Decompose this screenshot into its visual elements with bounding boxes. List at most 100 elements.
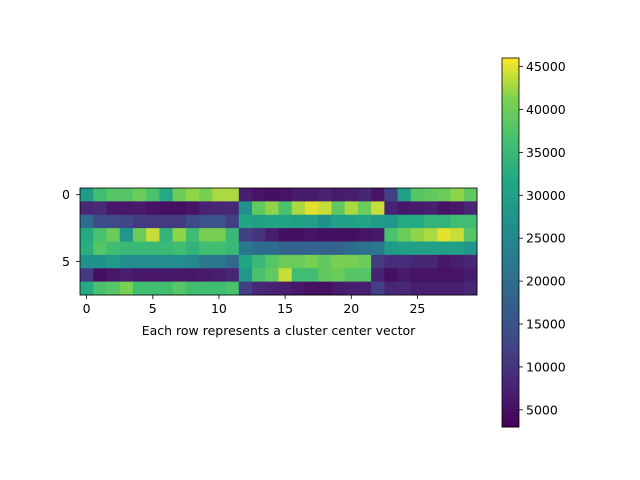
colorbar-tick-label: 15000 (526, 317, 566, 332)
heatmap-cell (384, 241, 398, 256)
heatmap-cell (450, 214, 465, 229)
colorbar-segment (502, 276, 519, 280)
heatmap-cell (463, 281, 478, 296)
colorbar-segment (502, 184, 519, 188)
heatmap-cell (304, 241, 319, 256)
colorbar-segment (502, 70, 519, 74)
heatmap-cell (397, 201, 412, 216)
heatmap-cell (437, 268, 451, 283)
heatmap-cell (159, 281, 174, 296)
heatmap-cell (424, 241, 438, 256)
heatmap-cell (357, 201, 372, 216)
colorbar-segment (502, 122, 519, 127)
colorbar-tick-label: 5000 (526, 402, 558, 417)
heatmap-cell (410, 228, 425, 242)
colorbar-segment (502, 156, 519, 160)
colorbar-segment (502, 417, 519, 422)
colorbar-segment (502, 230, 519, 234)
colorbar-segment (502, 116, 519, 120)
heatmap-cell (252, 254, 266, 269)
heatmap-cell (410, 188, 425, 202)
colorbar-segment (502, 82, 519, 87)
colorbar-segment (502, 227, 519, 231)
colorbar-segment (502, 383, 519, 388)
heatmap-cell (384, 188, 398, 202)
heatmap-cell (159, 254, 174, 269)
x-tick-label: 20 (343, 301, 359, 316)
heatmap-cell (185, 214, 200, 229)
heatmap-cell (291, 228, 306, 242)
heatmap-cell (185, 201, 200, 216)
colorbar-segment (502, 423, 519, 428)
heatmap-cell (119, 268, 134, 283)
heatmap-frame (79, 187, 478, 296)
heatmap-cell (132, 241, 147, 256)
heatmap-cell (371, 281, 385, 296)
heatmap-cell (291, 268, 306, 283)
heatmap-cell (93, 228, 107, 242)
heatmap-cell (437, 188, 451, 202)
heatmap-cell (357, 228, 372, 242)
colorbar-segment (502, 236, 519, 240)
colorbar-segment (502, 137, 519, 142)
colorbar-segment (502, 147, 519, 151)
heatmap-cell (146, 241, 160, 256)
heatmap-cell (212, 188, 226, 202)
colorbar-segment (502, 340, 519, 345)
heatmap-cell (106, 188, 121, 202)
colorbar-segment (502, 131, 519, 136)
colorbar-segment (502, 267, 519, 271)
heatmap-cell (463, 201, 478, 216)
heatmap-cell (132, 281, 147, 296)
heatmap-cell (199, 214, 213, 229)
colorbar-segment (502, 399, 519, 403)
heatmap-cell (146, 228, 160, 242)
heatmap-cell (80, 281, 94, 296)
heatmap-cell (450, 268, 465, 283)
colorbar-segment (502, 61, 519, 65)
heatmap-cell (357, 254, 372, 269)
heatmap-cell (212, 281, 226, 296)
colorbar-frame (501, 57, 520, 428)
colorbar-segment (502, 242, 519, 247)
heatmap-cell (397, 268, 412, 283)
heatmap-cell (106, 254, 121, 269)
colorbar-segment (502, 202, 519, 207)
heatmap-cell (318, 241, 332, 256)
heatmap-cell (371, 268, 385, 283)
y-axis-ticks: 05 (62, 187, 80, 269)
heatmap-cell (172, 214, 187, 229)
heatmap-cell (172, 268, 187, 283)
heatmap-cell (410, 281, 425, 296)
heatmap-cell (304, 281, 319, 296)
colorbar-segment (502, 107, 519, 111)
heatmap-cell (265, 254, 279, 269)
colorbar-segment (502, 196, 519, 200)
heatmap-cell (119, 228, 134, 242)
colorbar-segment (502, 270, 519, 274)
colorbar-segment (502, 297, 519, 302)
heatmap-cell (437, 281, 451, 296)
heatmap-cell (199, 241, 213, 256)
heatmap-cell (132, 214, 147, 229)
heatmap-cell (119, 241, 134, 256)
heatmap-cell (304, 228, 319, 242)
heatmap-cell (225, 188, 240, 202)
heatmap-cell (106, 241, 121, 256)
heatmap-cell (278, 241, 293, 256)
heatmap-cell (450, 241, 465, 256)
heatmap-cell (304, 214, 319, 229)
heatmap-cell (463, 254, 478, 269)
x-tick-label: 15 (277, 301, 293, 316)
heatmap-cell (424, 254, 438, 269)
heatmap-cell (437, 241, 451, 256)
heatmap-cell (172, 228, 187, 242)
heatmap-cell (437, 214, 451, 229)
colorbar-segment (502, 319, 519, 323)
colorbar-segment (502, 288, 519, 293)
heatmap-cell (450, 201, 465, 216)
x-axis-ticks: 0 5 10 15 20 25 (83, 295, 425, 316)
colorbar-segment (502, 365, 519, 370)
heatmap-cell (199, 268, 213, 283)
heatmap-cell (132, 228, 147, 242)
